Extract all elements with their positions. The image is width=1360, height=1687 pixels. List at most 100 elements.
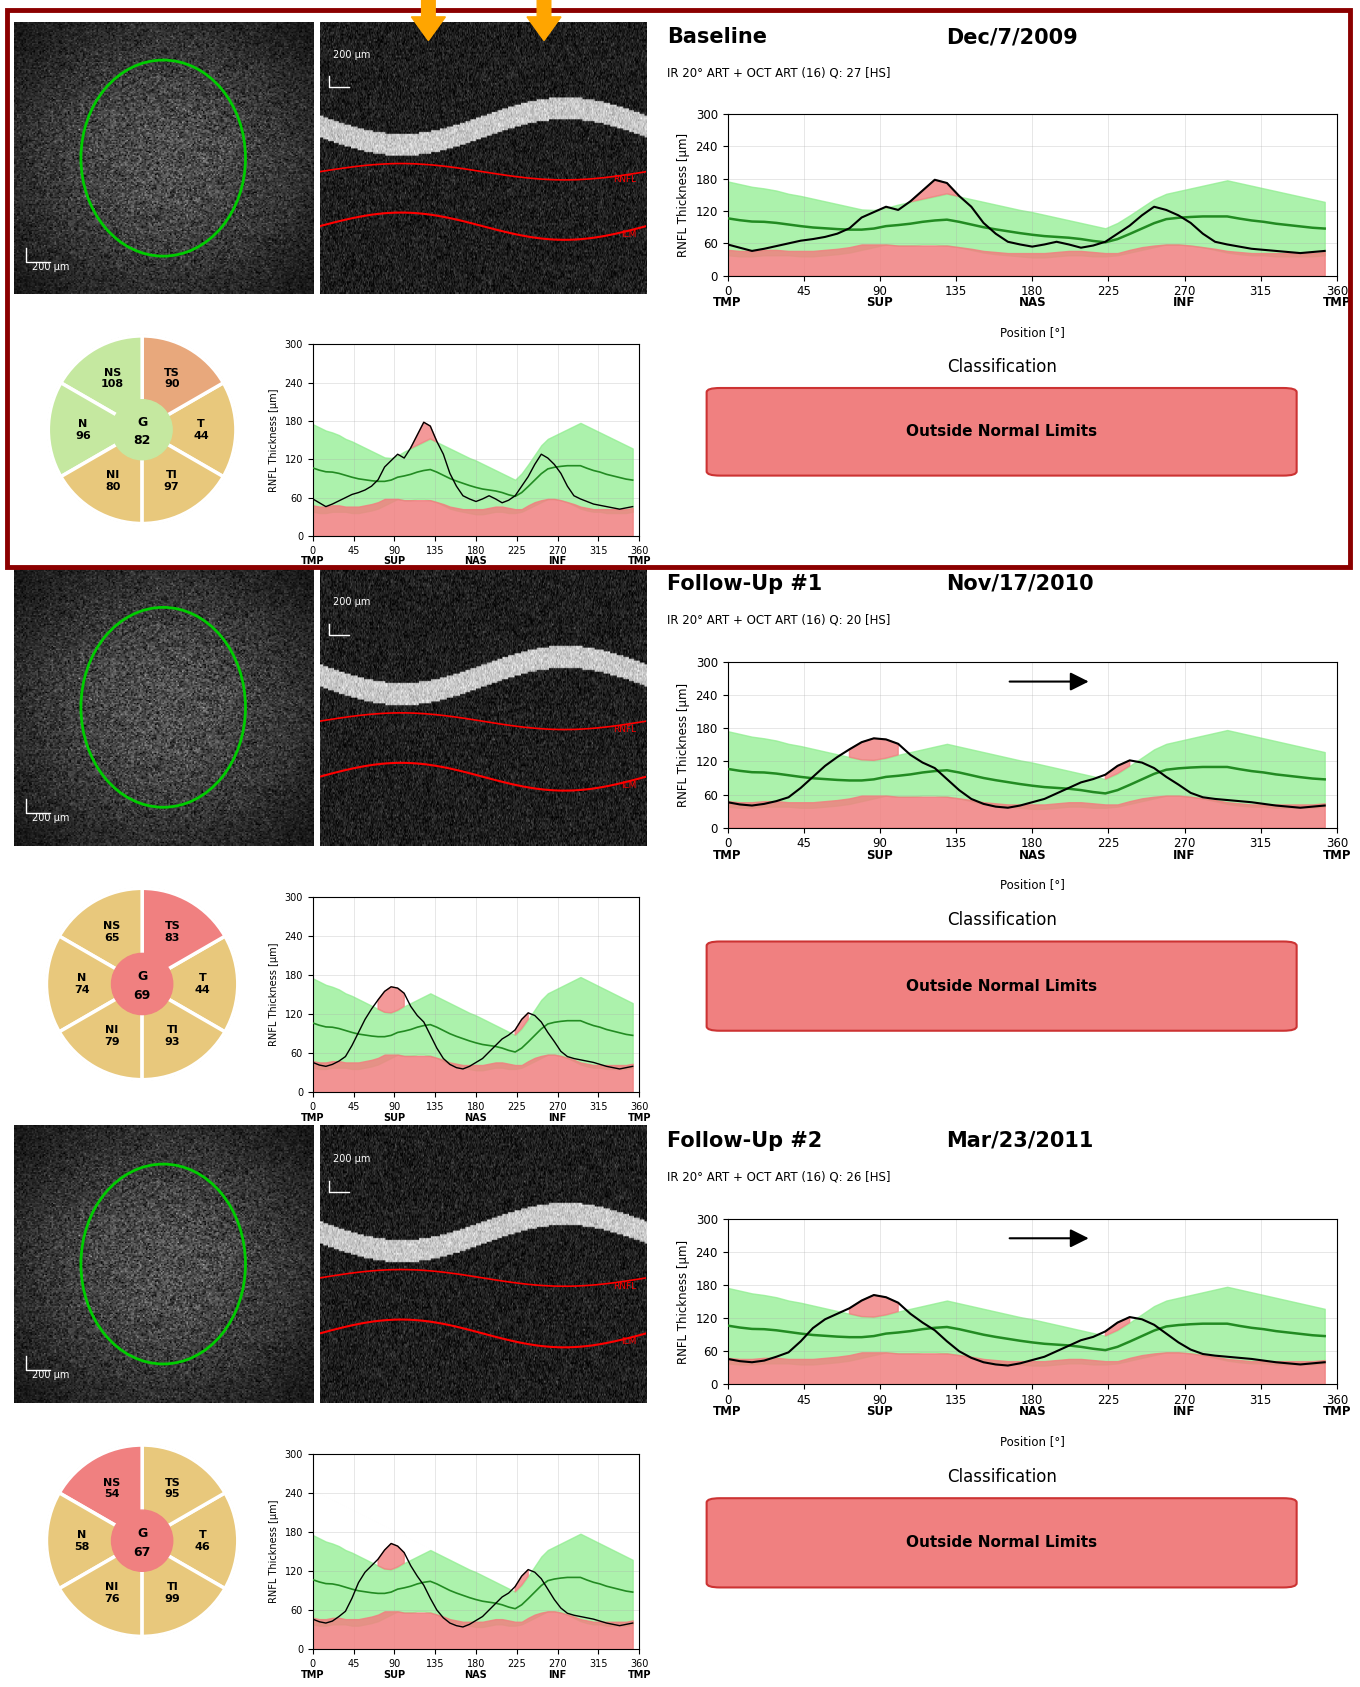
Text: Outside Normal Limits: Outside Normal Limits (906, 1535, 1098, 1550)
Text: 200 μm: 200 μm (31, 261, 69, 272)
Wedge shape (141, 383, 235, 477)
Text: TMP: TMP (1323, 297, 1350, 309)
Text: NS
108: NS 108 (101, 368, 124, 390)
X-axis label: Position [°]: Position [°] (1000, 326, 1065, 339)
Text: 200 μm: 200 μm (31, 1370, 69, 1380)
Text: Mar/23/2011: Mar/23/2011 (945, 1130, 1093, 1151)
Text: RNFL: RNFL (613, 1282, 636, 1291)
Text: N
74: N 74 (73, 973, 90, 995)
Text: TMP: TMP (301, 1113, 325, 1124)
Text: NS
65: NS 65 (103, 921, 121, 943)
Text: INF: INF (1174, 1405, 1195, 1419)
X-axis label: Position [°]: Position [°] (1000, 877, 1065, 891)
Y-axis label: RNFL Thickness [μm]: RNFL Thickness [μm] (677, 1240, 690, 1363)
Text: RNFL: RNFL (613, 725, 636, 734)
Wedge shape (60, 1540, 141, 1636)
Text: NS
54: NS 54 (103, 1478, 121, 1500)
Text: N
96: N 96 (75, 418, 91, 440)
Text: TMP: TMP (301, 1670, 325, 1680)
Circle shape (112, 953, 173, 1014)
Text: 67: 67 (133, 1545, 151, 1559)
Wedge shape (60, 889, 141, 984)
Wedge shape (141, 1446, 224, 1540)
Text: SUP: SUP (384, 557, 405, 567)
Text: INF: INF (548, 557, 567, 567)
Text: 200 μm: 200 μm (333, 597, 370, 607)
Y-axis label: RNFL Thickness [μm]: RNFL Thickness [μm] (269, 943, 279, 1046)
Text: TMP: TMP (1323, 849, 1350, 862)
Text: IR 20° ART + OCT ART (16) Q: 26 [HS]: IR 20° ART + OCT ART (16) Q: 26 [HS] (666, 1171, 891, 1183)
Text: TMP: TMP (627, 1670, 651, 1680)
Text: TS
90: TS 90 (163, 368, 180, 390)
Text: TMP: TMP (627, 557, 651, 567)
Text: INF: INF (548, 1113, 567, 1124)
Y-axis label: RNFL Thickness [μm]: RNFL Thickness [μm] (677, 683, 690, 806)
Text: Baseline: Baseline (666, 27, 767, 47)
Wedge shape (141, 336, 223, 430)
Text: TMP: TMP (714, 297, 741, 309)
Text: NI
80: NI 80 (105, 471, 120, 491)
Text: Dec/7/2009: Dec/7/2009 (945, 27, 1077, 47)
Text: G: G (137, 1527, 147, 1540)
X-axis label: Position [°]: Position [°] (449, 1132, 503, 1142)
Text: Nov/17/2010: Nov/17/2010 (945, 574, 1093, 594)
Circle shape (112, 1510, 173, 1571)
Text: 200 μm: 200 μm (333, 1154, 370, 1164)
Text: 82: 82 (133, 435, 151, 447)
Wedge shape (141, 1493, 238, 1589)
X-axis label: Position [°]: Position [°] (1000, 1434, 1065, 1447)
Text: TMP: TMP (301, 557, 325, 567)
Text: ILM: ILM (620, 781, 636, 790)
Text: Follow-Up #2: Follow-Up #2 (666, 1130, 821, 1151)
Text: IR 20° ART + OCT ART (16) Q: 27 [HS]: IR 20° ART + OCT ART (16) Q: 27 [HS] (666, 66, 891, 79)
Y-axis label: RNFL Thickness [μm]: RNFL Thickness [μm] (269, 388, 279, 493)
Text: SUP: SUP (866, 297, 894, 309)
Text: TS
95: TS 95 (165, 1478, 180, 1500)
Text: ILM: ILM (620, 1338, 636, 1346)
FancyBboxPatch shape (707, 1498, 1296, 1587)
Text: 69: 69 (133, 989, 151, 1002)
Text: SUP: SUP (866, 849, 894, 862)
Text: Classification: Classification (947, 911, 1057, 930)
Text: T
46: T 46 (194, 1530, 211, 1552)
Text: NAS: NAS (465, 557, 487, 567)
X-axis label: Position [°]: Position [°] (449, 575, 503, 585)
Text: TS
83: TS 83 (165, 921, 180, 943)
Text: IR 20° ART + OCT ART (16) Q: 20 [HS]: IR 20° ART + OCT ART (16) Q: 20 [HS] (666, 614, 891, 626)
Wedge shape (61, 336, 141, 430)
Y-axis label: RNFL Thickness [μm]: RNFL Thickness [μm] (269, 1500, 279, 1603)
Circle shape (112, 400, 173, 461)
Text: 200 μm: 200 μm (31, 813, 69, 823)
Wedge shape (49, 383, 141, 477)
Wedge shape (60, 1446, 141, 1540)
Text: N
58: N 58 (75, 1530, 90, 1552)
Wedge shape (141, 1540, 224, 1636)
Text: SUP: SUP (384, 1670, 405, 1680)
Text: TI
93: TI 93 (165, 1026, 180, 1048)
Wedge shape (60, 984, 141, 1080)
Text: T
44: T 44 (194, 973, 211, 995)
Wedge shape (141, 889, 224, 984)
Text: NAS: NAS (465, 1670, 487, 1680)
Text: ILM: ILM (620, 229, 636, 240)
Text: NAS: NAS (1019, 297, 1046, 309)
Text: TMP: TMP (714, 849, 741, 862)
Text: SUP: SUP (384, 1113, 405, 1124)
Text: TMP: TMP (714, 1405, 741, 1419)
Text: G: G (137, 970, 147, 984)
Text: INF: INF (548, 1670, 567, 1680)
Text: Follow-Up #1: Follow-Up #1 (666, 574, 821, 594)
Text: INF: INF (1174, 849, 1195, 862)
Text: SUP: SUP (866, 1405, 894, 1419)
Y-axis label: RNFL Thickness [μm]: RNFL Thickness [μm] (677, 133, 690, 256)
Wedge shape (46, 936, 141, 1032)
Text: Outside Normal Limits: Outside Normal Limits (906, 425, 1098, 439)
Text: Classification: Classification (947, 1468, 1057, 1486)
FancyBboxPatch shape (707, 388, 1296, 476)
FancyBboxPatch shape (707, 941, 1296, 1031)
Text: NAS: NAS (465, 1113, 487, 1124)
Text: TMP: TMP (1323, 1405, 1350, 1419)
Text: T
44: T 44 (193, 418, 209, 440)
Wedge shape (141, 430, 223, 523)
Text: G: G (137, 415, 147, 428)
